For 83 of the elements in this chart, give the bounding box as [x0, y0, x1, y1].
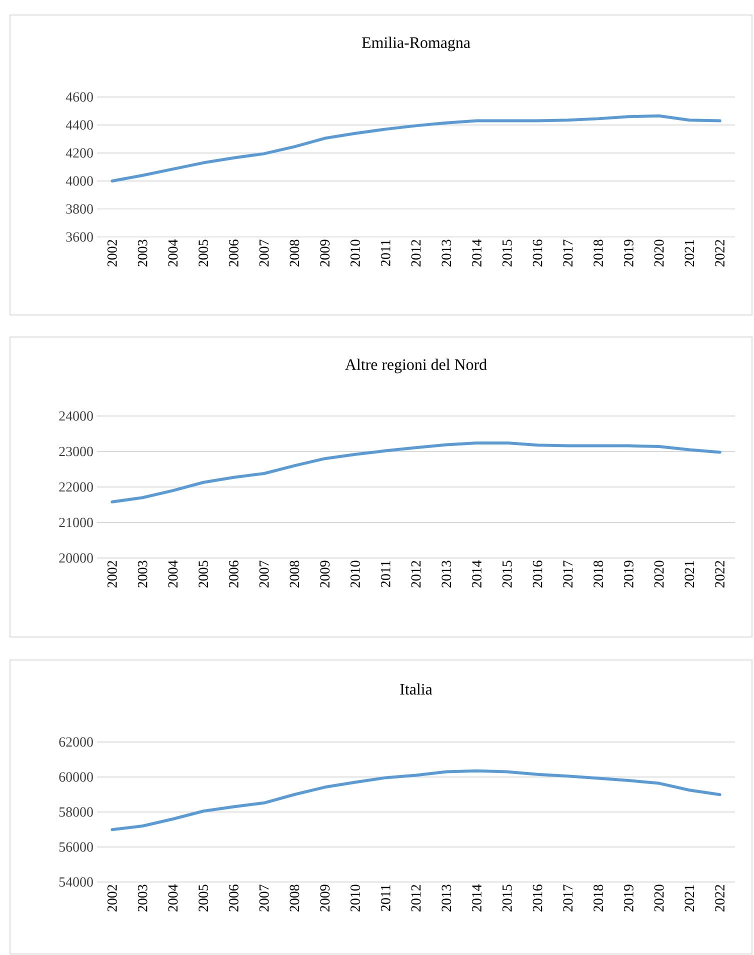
x-tick-label: 2003	[138, 240, 148, 266]
x-tick-label: 2018	[594, 560, 603, 588]
x-tick-label: 2005	[198, 884, 208, 912]
x-tick-label: 2011	[380, 240, 390, 266]
y-tick-label: 21000	[59, 518, 93, 528]
x-tick-label: 2014	[472, 239, 482, 266]
y-tick-label: 4400	[66, 120, 93, 130]
x-tick-label: 2002	[107, 560, 117, 588]
x-tick-label: 2021	[684, 561, 694, 588]
y-tick-label: 20000	[59, 553, 93, 563]
x-tick-label: 2018	[594, 884, 603, 912]
y-tick-label: 60000	[59, 772, 93, 782]
x-tick-label: 2020	[654, 884, 664, 912]
x-tick-label: 2019	[624, 884, 634, 912]
x-tick-label: 2003	[138, 560, 148, 588]
x-tick-label: 2013	[442, 240, 452, 266]
chart-title: Altre regioni del Nord	[345, 358, 487, 374]
chart-title: Italia	[400, 683, 432, 695]
x-tick-label: 2019	[624, 240, 634, 266]
x-tick-label: 2009	[320, 560, 330, 588]
x-tick-label: 2016	[532, 560, 542, 588]
y-tick-label: 3600	[66, 232, 93, 242]
x-tick-label: 2014	[472, 560, 482, 588]
y-tick-label: 4200	[66, 148, 93, 158]
x-tick-label: 2008	[290, 560, 300, 588]
x-tick-label: 2008	[290, 240, 300, 266]
x-tick-label: 2015	[502, 240, 512, 266]
x-tick-label: 2022	[715, 560, 725, 588]
x-tick-label: 2004	[168, 560, 178, 588]
x-tick-label: 2022	[715, 240, 725, 266]
x-tick-label: 2010	[350, 884, 360, 912]
x-tick-label: 2010	[350, 240, 360, 266]
y-tick-label: 23000	[59, 446, 93, 456]
x-tick-label: 2015	[502, 560, 512, 588]
x-tick-label: 2011	[380, 561, 390, 587]
x-tick-label: 2020	[654, 240, 664, 266]
x-tick-label: 2016	[532, 240, 542, 266]
x-tick-label: 2017	[563, 240, 573, 266]
y-tick-label: 24000	[59, 411, 93, 421]
x-tick-label: 2009	[320, 884, 330, 912]
y-tick-label: 54000	[59, 877, 93, 887]
x-tick-label: 2002	[107, 884, 117, 912]
x-tick-label: 2007	[259, 560, 269, 588]
x-tick-label: 2020	[654, 560, 664, 588]
x-tick-label: 2018	[594, 240, 603, 266]
x-tick-label: 2011	[380, 885, 390, 911]
y-tick-label: 3800	[66, 204, 93, 214]
x-tick-label: 2005	[198, 240, 208, 266]
x-tick-label: 2004	[168, 239, 178, 266]
x-tick-label: 2014	[472, 884, 482, 912]
x-tick-label: 2017	[563, 560, 573, 588]
x-tick-label: 2021	[684, 885, 694, 912]
x-tick-label: 2016	[532, 884, 542, 912]
x-tick-label: 2006	[229, 240, 238, 266]
y-tick-label: 62000	[59, 737, 93, 747]
x-tick-label: 2009	[320, 240, 330, 266]
x-tick-label: 2007	[259, 884, 269, 912]
x-tick-label: 2022	[715, 884, 725, 912]
x-tick-label: 2017	[563, 884, 573, 912]
x-tick-label: 2002	[107, 240, 117, 266]
x-tick-label: 2019	[624, 560, 634, 588]
x-tick-label: 2013	[442, 884, 452, 912]
x-tick-label: 2012	[411, 240, 421, 266]
x-tick-label: 2008	[290, 884, 300, 912]
x-tick-label: 2015	[502, 884, 512, 912]
y-tick-label: 4600	[66, 92, 93, 102]
x-tick-label: 2012	[411, 884, 421, 912]
x-tick-label: 2005	[198, 560, 208, 588]
x-tick-label: 2004	[168, 884, 178, 912]
x-tick-label: 2003	[138, 884, 148, 912]
y-tick-label: 58000	[59, 807, 93, 817]
y-tick-label: 56000	[59, 842, 93, 852]
chart-title: Emilia-Romagna	[362, 36, 470, 52]
line-series	[110, 769, 722, 832]
x-tick-label: 2010	[350, 560, 360, 588]
y-tick-label: 4000	[66, 176, 93, 186]
x-tick-label: 2013	[442, 560, 452, 588]
x-tick-label: 2007	[259, 240, 269, 266]
x-tick-label: 2006	[229, 884, 238, 912]
y-tick-label: 22000	[59, 482, 93, 492]
x-tick-label: 2021	[684, 240, 694, 266]
x-tick-label: 2012	[411, 560, 421, 588]
x-tick-label: 2006	[229, 560, 238, 588]
